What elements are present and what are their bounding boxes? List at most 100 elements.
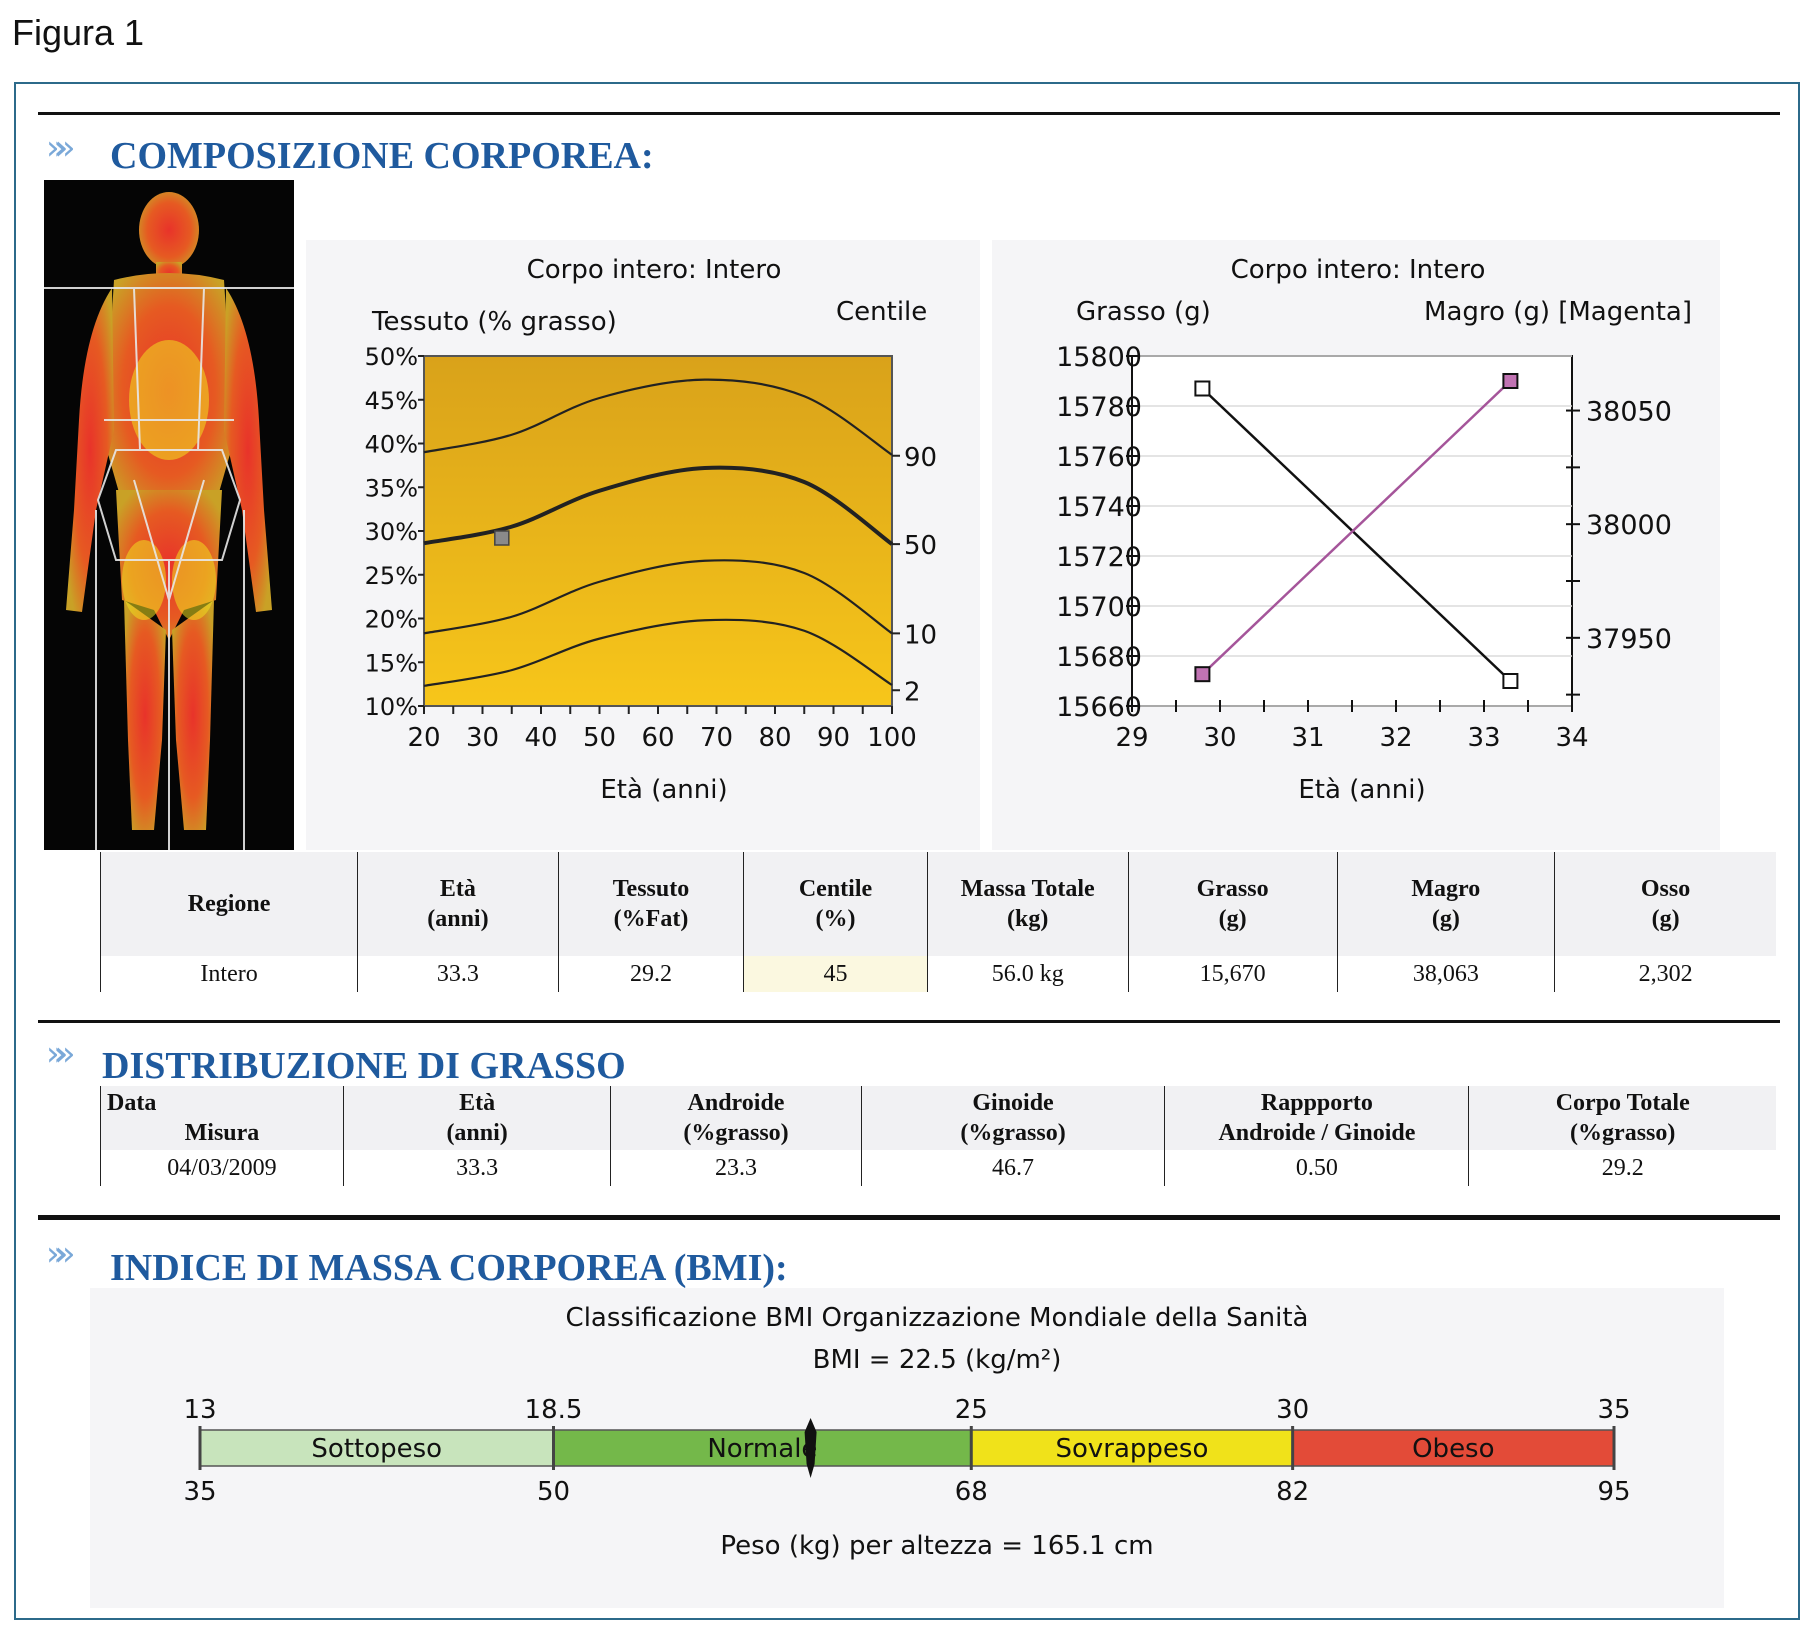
bmi-band-label: Sovrappeso	[1056, 1434, 1209, 1464]
composition-cell: 29.2	[557, 956, 744, 992]
chart1-ytick: 45%	[365, 387, 418, 415]
bmi-tick: 35	[1597, 1395, 1630, 1425]
chart2-ytick: 15660	[1056, 692, 1142, 723]
chart1-centile-label: 10	[904, 620, 937, 650]
composition-header-line: (kg)	[1007, 906, 1049, 932]
chart1-xtick: 60	[641, 723, 674, 753]
fat-header-line: (anni)	[446, 1120, 508, 1146]
chart1-ytick: 10%	[365, 693, 418, 721]
chart2-xtick: 29	[1115, 723, 1148, 753]
bmi-title: Classificazione BMI Organizzazione Mondi…	[566, 1303, 1309, 1333]
chart2-xtick: 33	[1467, 723, 1500, 753]
bmi-band-label: Obeso	[1412, 1434, 1494, 1464]
bmi-tick: 18.5	[525, 1395, 583, 1425]
chart2-y2label: Magro (g) [Magenta]	[1424, 297, 1692, 327]
chart1-xtick: 90	[817, 723, 850, 753]
lean-point	[1194, 666, 1211, 683]
composition-header-line: (g)	[1218, 906, 1247, 932]
fat-header: Ginoide (%grasso)	[860, 1086, 1165, 1150]
fat-header-line: Ginoide	[972, 1090, 1054, 1116]
composition-header: Centile (%)	[743, 852, 928, 956]
chart1-ytick: 25%	[365, 562, 418, 590]
weight-tick: 35	[183, 1477, 216, 1507]
bmi-xlabel: Peso (kg) per altezza = 165.1 cm	[720, 1531, 1153, 1561]
weight-tick: 95	[1597, 1477, 1630, 1507]
chart1-y2label: Centile	[836, 297, 927, 327]
fat-distribution-table: Data Misura Età (anni) Androide (%grasso) Gi…	[100, 1086, 1776, 1186]
chart2-ytick: 15780	[1056, 392, 1142, 423]
composition-table: Regione Età (anni) Tessuto (%Fat) Centile (%) M…	[99, 852, 1776, 992]
chart2-y2tick: 38050	[1586, 397, 1672, 428]
fat-lean-chart: Corpo intero: Intero Grasso (g) Magro (g…	[1056, 255, 1692, 805]
bmi-tick: 30	[1276, 1395, 1309, 1425]
fat-point	[1502, 673, 1519, 689]
bmi-band-label: Normale	[707, 1434, 817, 1464]
fat-header-line: Androide / Ginoide	[1218, 1120, 1416, 1146]
composition-header-line: Età	[439, 876, 476, 902]
centile-curve-90	[423, 378, 893, 456]
composition-header: Osso (g)	[1554, 852, 1776, 956]
section-arrows-icon: »»	[46, 128, 75, 168]
chart2-ytick: 15680	[1056, 642, 1142, 673]
chart1-xtick: 80	[758, 723, 791, 753]
fat-cell: 46.7	[860, 1150, 1165, 1186]
lean-point	[1502, 373, 1519, 389]
chart2-y2tick: 38000	[1586, 510, 1672, 541]
bmi-chart: Classificazione BMI Organizzazione Mondi…	[183, 1303, 1630, 1561]
figure-frame	[14, 82, 1800, 1620]
table-row: Intero 33.3 29.2 45 56.0 kg 15,670 38,063 2,302	[99, 956, 1776, 992]
lean-series-line	[1201, 380, 1512, 676]
composition-header-line: Magro	[1411, 876, 1481, 902]
patient-point	[494, 530, 510, 546]
chart1-ytick: 50%	[365, 343, 418, 371]
composition-header-line: Centile	[798, 876, 873, 902]
composition-header: Età (anni)	[357, 852, 559, 956]
fat-header-date-bottom: Misura	[184, 1120, 260, 1146]
fat-cell: 23.3	[610, 1150, 862, 1186]
fat-cell: 29.2	[1468, 1150, 1776, 1186]
centile-curve-10	[423, 559, 893, 635]
composition-cell: 38,063	[1336, 956, 1555, 992]
composition-header-line: Regione	[187, 891, 271, 917]
chart2-xtick: 31	[1291, 723, 1324, 753]
composition-cell: 45	[743, 956, 928, 992]
chart1-centile-label: 90	[904, 443, 937, 473]
chart1-centile-label: 2	[904, 677, 921, 707]
composition-header-line: Grasso	[1196, 876, 1269, 902]
composition-header: Magro (g)	[1336, 852, 1555, 956]
fat-header-date-top: Data	[107, 1090, 157, 1116]
section-arrows-icon: »»	[46, 1034, 75, 1074]
section-divider	[38, 1020, 1780, 1023]
composition-cell: 2,302	[1554, 956, 1776, 992]
chart1-ytick: 40%	[365, 431, 418, 459]
chart1-xlabel: Età (anni)	[600, 775, 727, 805]
section-title-composition: COMPOSIZIONE CORPOREA:	[110, 135, 654, 177]
chart2-ytick: 15700	[1056, 592, 1142, 623]
composition-cell: 33.3	[357, 956, 559, 992]
section-title-bmi: INDICE DI MASSA CORPOREA (BMI):	[110, 1247, 788, 1289]
chart2-xtick: 32	[1379, 723, 1412, 753]
chart1-xtick: 30	[466, 723, 499, 753]
chart2-ytick: 15740	[1056, 492, 1142, 523]
chart2-xtick: 30	[1203, 723, 1236, 753]
section-divider	[38, 1215, 1780, 1220]
fat-percent-chart: Corpo intero: Intero Tessuto (% grasso) …	[365, 255, 937, 805]
fat-header-line: (%grasso)	[683, 1120, 789, 1146]
weight-tick: 68	[955, 1477, 988, 1507]
composition-cell: 56.0 kg	[926, 956, 1129, 992]
body-scan-image	[44, 180, 294, 850]
chart1-xtick: 70	[700, 723, 733, 753]
table-row: 04/03/2009 33.3 23.3 46.7 0.50 29.2	[100, 1150, 1776, 1186]
bmi-band-label: Sottopeso	[311, 1434, 442, 1464]
chart1-title: Corpo intero: Intero	[527, 255, 782, 285]
weight-tick: 82	[1276, 1477, 1309, 1507]
fat-header-date: Data Misura	[100, 1086, 344, 1150]
fat-cell: 33.3	[342, 1150, 611, 1186]
section-divider	[38, 112, 1780, 115]
bmi-marker	[804, 1418, 817, 1478]
fat-point	[1194, 380, 1211, 397]
centile-curve-50	[423, 465, 894, 546]
fat-cell: 0.50	[1164, 1150, 1469, 1186]
fat-header-line: (%grasso)	[960, 1120, 1066, 1146]
chart1-xtick: 100	[867, 723, 917, 753]
